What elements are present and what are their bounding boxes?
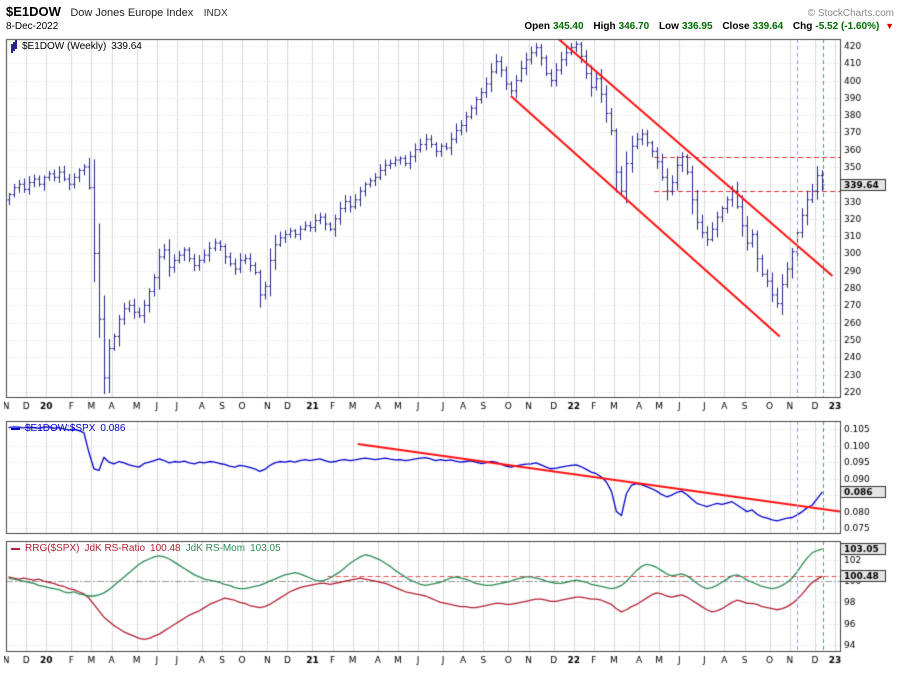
index-name: Dow Jones Europe Index — [70, 7, 194, 19]
rs-ratio-value: 100.48 — [150, 543, 181, 554]
rrg-legend-label: RRG($SPX) — [25, 543, 80, 554]
open-value: 345.40 — [552, 21, 584, 32]
chart-date: 8-Dec-2022 — [6, 21, 59, 32]
chg-label: Chg — [792, 21, 813, 32]
rs-mom-value: 103.05 — [250, 543, 281, 554]
candlestick-icon — [13, 42, 15, 51]
price-panel: $E1DOW (Weekly) 339.64 — [4, 37, 896, 417]
price-legend-value: 339.64 — [111, 41, 142, 52]
line-icon — [11, 427, 20, 430]
high-label: High — [593, 21, 616, 32]
rs-mom-label: JdK RS-Mom — [185, 543, 246, 554]
high-value: 346.70 — [618, 21, 650, 32]
copyright: © StockCharts.com — [807, 8, 894, 19]
rrg-panel-legend: RRG($SPX) JdK RS-Ratio 100.48 JdK RS-Mom… — [11, 543, 281, 554]
rrg-chart-canvas — [4, 539, 896, 669]
ratio-panel: $E1DOW:$SPX 0.086 — [4, 419, 896, 537]
ratio-legend-label: $E1DOW:$SPX — [25, 423, 96, 434]
open-label: Open — [524, 21, 550, 32]
price-chart-canvas — [4, 37, 896, 417]
ratio-legend-value: 0.086 — [100, 423, 126, 434]
quote-line: Open 345.40 High 346.70 Low 336.95 Close 339… — [517, 20, 894, 33]
ratio-panel-legend: $E1DOW:$SPX 0.086 — [11, 423, 125, 434]
close-value: 339.64 — [752, 21, 784, 32]
rs-ratio-label: JdK RS-Ratio — [84, 543, 146, 554]
rrg-line-icon — [11, 547, 20, 550]
ratio-chart-canvas — [4, 419, 896, 537]
chg-value: -5.52 (-1.60%) — [815, 21, 880, 32]
rrg-panel: RRG($SPX) JdK RS-Ratio 100.48 JdK RS-Mom… — [4, 539, 896, 669]
down-arrow-icon: ▼ — [885, 21, 894, 31]
low-value: 336.95 — [681, 21, 713, 32]
close-label: Close — [722, 21, 750, 32]
price-panel-legend: $E1DOW (Weekly) 339.64 — [11, 41, 142, 52]
chart-header: $E1DOW Dow Jones Europe Index INDX © Sto… — [4, 4, 896, 35]
price-legend-label: $E1DOW (Weekly) — [22, 41, 107, 52]
exchange-label: INDX — [203, 8, 228, 19]
title-group: $E1DOW Dow Jones Europe Index INDX — [6, 5, 228, 20]
low-label: Low — [658, 21, 679, 32]
symbol: $E1DOW — [6, 4, 61, 19]
